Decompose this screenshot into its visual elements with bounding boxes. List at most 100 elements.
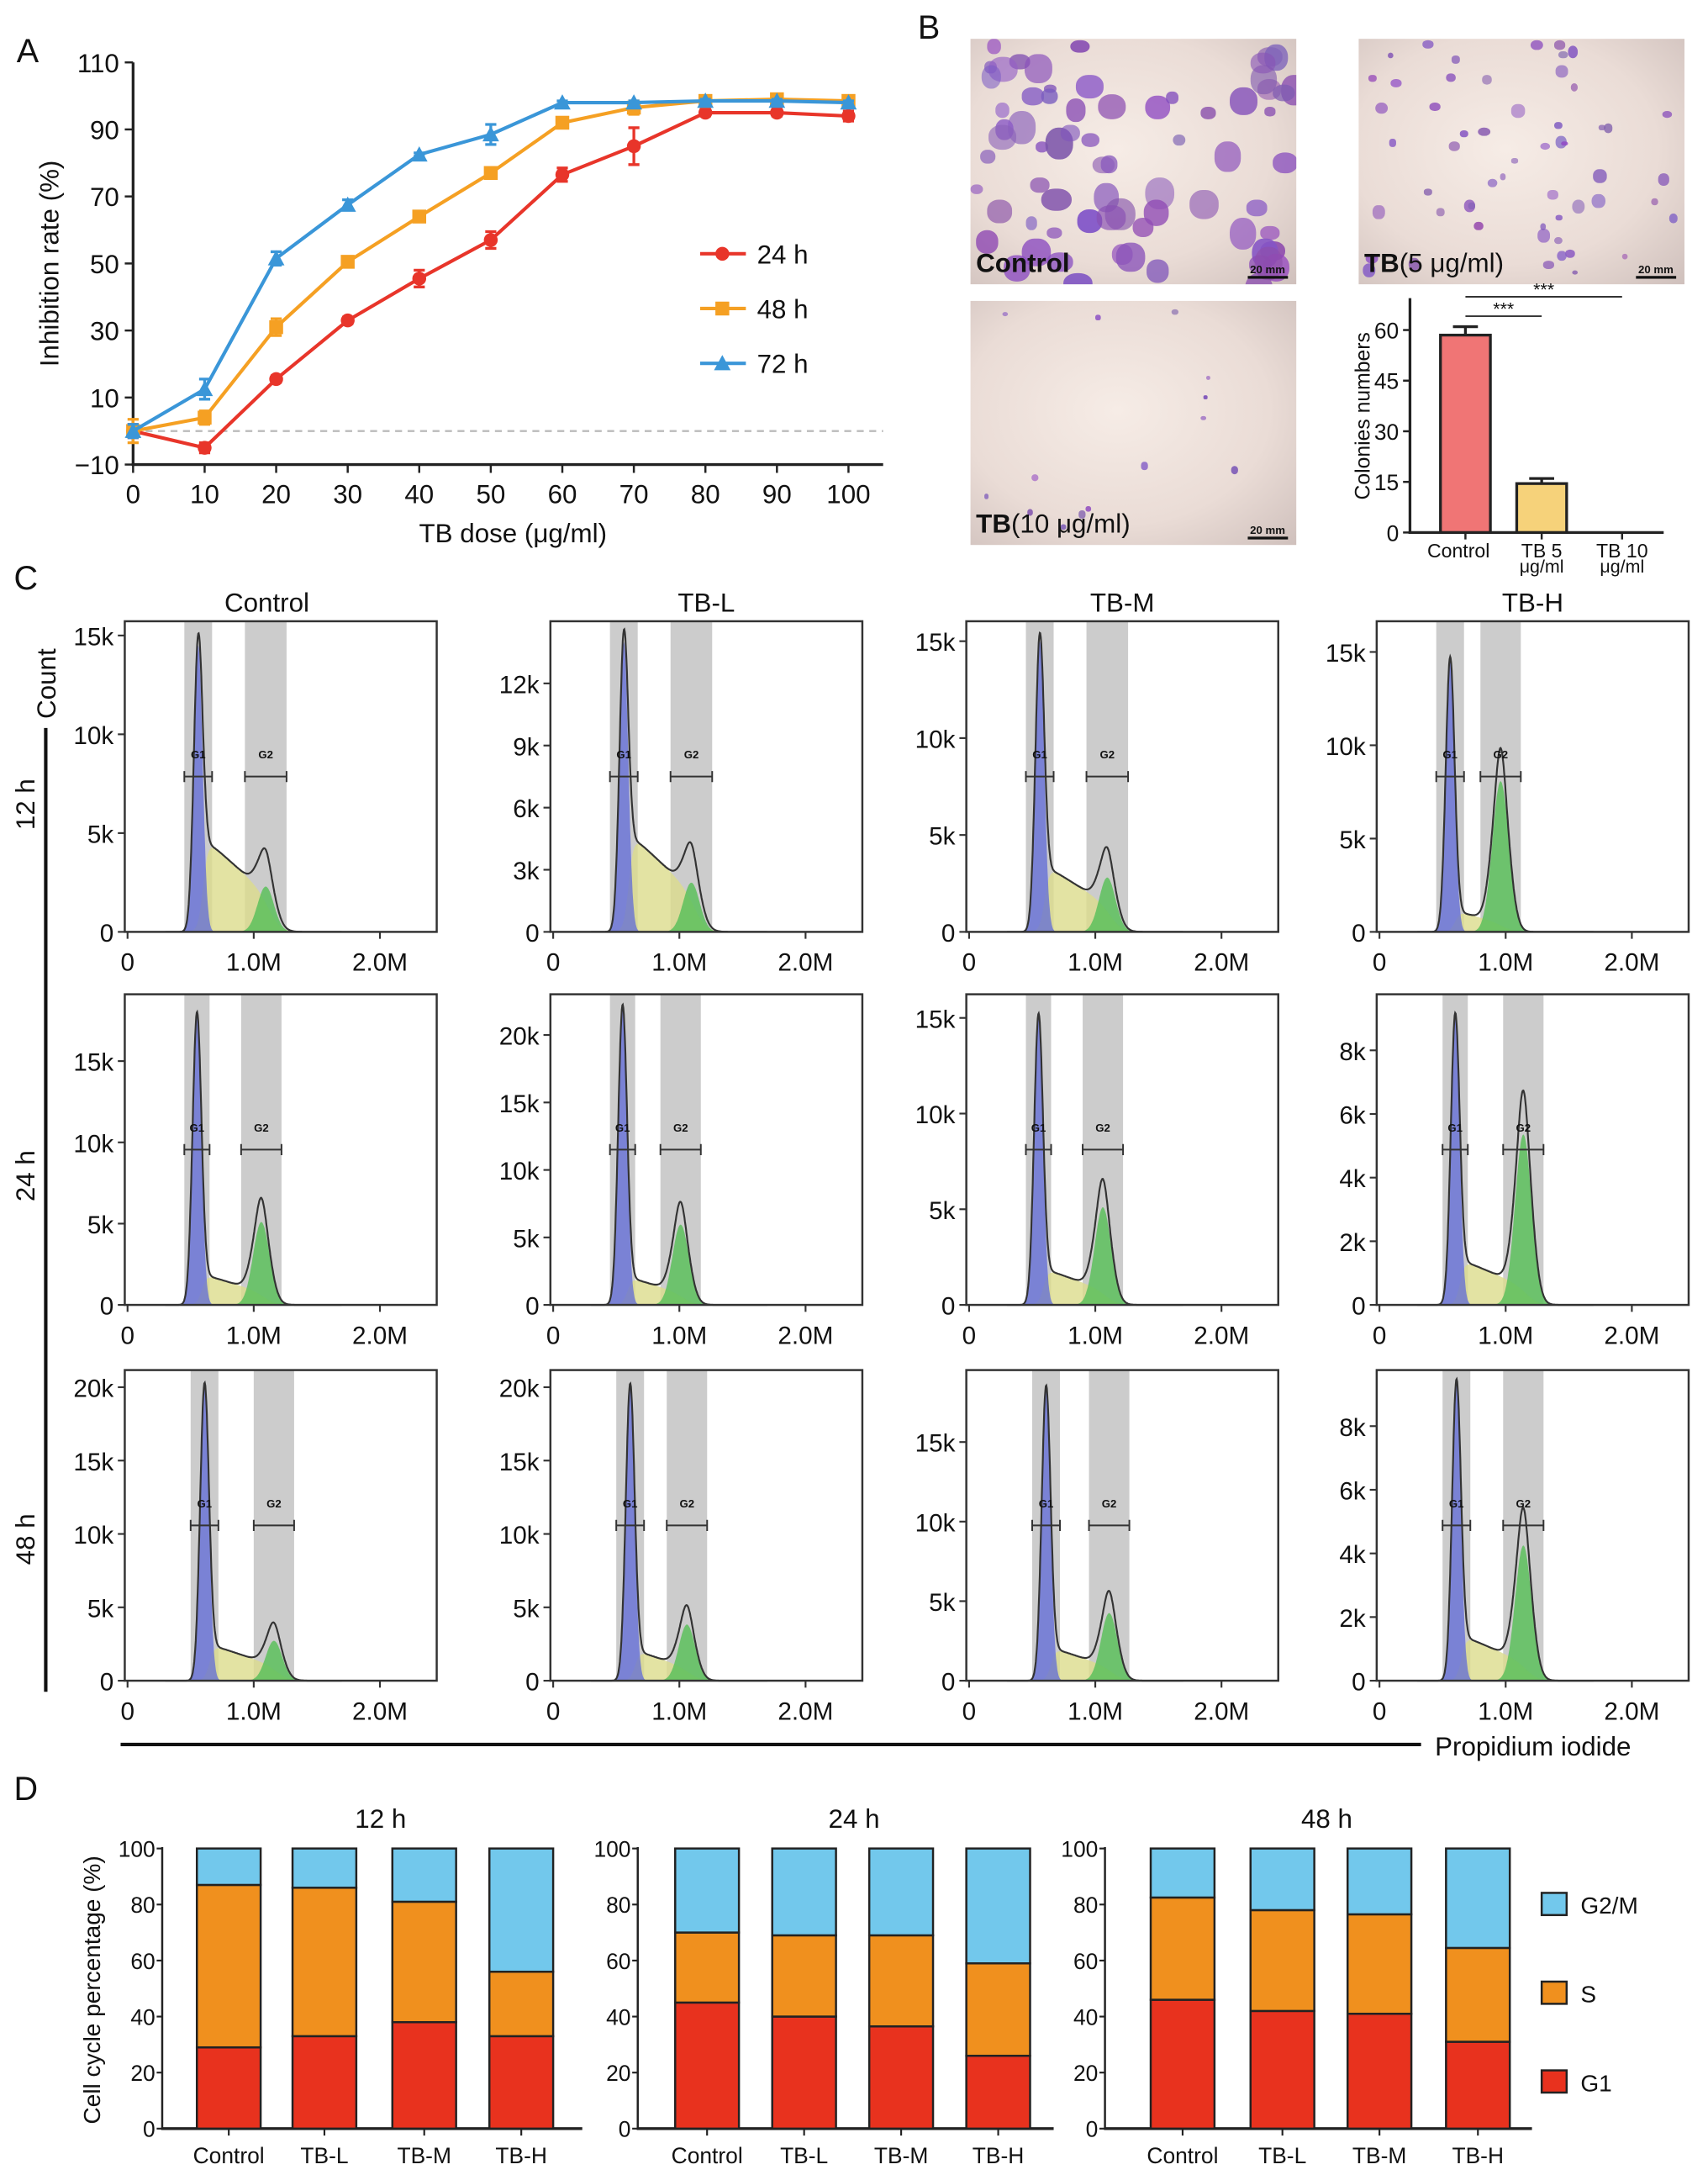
colony xyxy=(1568,45,1579,59)
bar-segment-G2M xyxy=(771,1847,837,1937)
bar-segment-S xyxy=(965,1962,1031,2057)
error-bar xyxy=(1529,477,1554,484)
colony xyxy=(1070,40,1090,54)
colony xyxy=(1537,229,1550,243)
x-tick-label: TB-M xyxy=(874,2143,928,2168)
micrograph-label: TB(5 μg/ml) xyxy=(1364,249,1505,279)
data-point xyxy=(483,166,498,181)
colony xyxy=(1561,141,1568,146)
x-tick-label: μg/ml xyxy=(1520,557,1564,577)
colony xyxy=(1025,216,1038,230)
x-tick-label: 2.0M xyxy=(778,1322,833,1349)
bar-segment-G1 xyxy=(195,2046,262,2130)
colony xyxy=(1478,126,1491,137)
row-label: 12 h xyxy=(11,779,40,830)
colony xyxy=(1263,107,1276,116)
x-axis-label: Propidium iodide xyxy=(1435,1732,1631,1761)
gate-label: G2 xyxy=(684,748,699,761)
colony xyxy=(1272,152,1297,173)
x-tick-label: 2.0M xyxy=(778,949,833,977)
gate-label: G1 xyxy=(615,1122,630,1134)
x-tick-label: TB-M xyxy=(1352,2143,1406,2168)
bar-segment-G1 xyxy=(1149,1998,1216,2130)
series-line xyxy=(132,110,849,450)
series-line xyxy=(132,98,849,433)
g1-phase-area xyxy=(1405,1385,1607,1681)
x-tick-label: 1.0M xyxy=(1478,949,1533,977)
colony xyxy=(1041,187,1072,212)
data-point xyxy=(697,92,714,108)
gate-label: G1 xyxy=(1032,748,1047,761)
y-tick-label: 8k xyxy=(1339,1038,1366,1066)
colony xyxy=(979,149,995,165)
y-tick-label: 15k xyxy=(499,1449,540,1476)
gate-label: G2 xyxy=(254,1122,269,1134)
data-point xyxy=(269,372,283,387)
x-tick-label: 80 xyxy=(691,480,720,509)
colony xyxy=(1530,40,1543,51)
y-tick-label: 15k xyxy=(73,1449,113,1476)
gate-label: G1 xyxy=(198,1497,213,1510)
y-tick-label: 15k xyxy=(73,623,113,651)
colony xyxy=(1658,173,1670,186)
y-tick-label: 10k xyxy=(915,726,956,753)
data-point xyxy=(196,380,214,397)
bar-segment-G2M xyxy=(1149,1847,1216,1899)
data-point xyxy=(554,94,571,110)
legend-label: 48 h xyxy=(757,295,809,325)
colony xyxy=(980,65,1002,89)
gate-label: G1 xyxy=(1449,1497,1464,1510)
y-tick-label: 20 xyxy=(606,2061,630,2086)
significance-label: *** xyxy=(1533,279,1554,299)
colony xyxy=(1510,103,1525,118)
x-tick-label: 1.0M xyxy=(651,949,707,977)
x-tick-label: TB-M xyxy=(397,2143,451,2168)
gate-marker xyxy=(1435,771,1465,783)
colony xyxy=(1099,156,1119,173)
y-tick-label: 5k xyxy=(929,1589,956,1617)
bar-segment-S xyxy=(195,1883,262,2049)
x-tick-label: 40 xyxy=(404,480,434,509)
data-point xyxy=(698,105,713,120)
y-tick-label: 5k xyxy=(513,1595,540,1623)
bar xyxy=(1439,333,1492,535)
x-tick-label: 90 xyxy=(762,480,792,509)
x-tick-label: TB-H xyxy=(973,2143,1025,2168)
gate-label: G2 xyxy=(679,1497,694,1510)
y-tick-label: 20k xyxy=(73,1375,113,1403)
colony xyxy=(1389,139,1396,147)
colony xyxy=(1081,132,1100,147)
colony xyxy=(1554,121,1563,129)
gate-label: G2 xyxy=(1095,1122,1110,1134)
bar-segment-G1 xyxy=(1249,2009,1315,2130)
data-point xyxy=(198,410,212,425)
y-tick-label: 15k xyxy=(915,1006,956,1033)
colony xyxy=(1599,124,1605,131)
x-tick-label: 2.0M xyxy=(1604,1697,1659,1725)
colony xyxy=(975,230,999,254)
cell-cycle-stacked-bars xyxy=(156,1847,1568,2136)
column-title: TB-L xyxy=(677,588,735,617)
colony xyxy=(1429,103,1441,112)
colony xyxy=(1230,218,1257,251)
y-tick-label: 8k xyxy=(1339,1414,1366,1442)
colony xyxy=(1539,142,1551,150)
x-tick-label: 1.0M xyxy=(226,1697,282,1725)
y-tick-label: 40 xyxy=(130,2004,155,2030)
y-tick-label: 5k xyxy=(1339,826,1366,854)
x-tick-label: Control xyxy=(672,2143,743,2168)
bar-segment-G2M xyxy=(674,1847,741,1934)
y-tick-label: 100 xyxy=(119,1837,156,1862)
g2-phase-area xyxy=(994,1206,1197,1306)
colony xyxy=(1205,375,1211,380)
histogram-24h-TB-L xyxy=(543,993,864,1312)
x-tick-label: 0 xyxy=(546,1322,561,1349)
colony xyxy=(1021,87,1045,105)
x-tick-label: 1.0M xyxy=(226,949,282,977)
x-tick-label: 30 xyxy=(333,480,362,509)
y-tick-label: 45 xyxy=(1374,369,1399,394)
group-title: 12 h xyxy=(355,1804,406,1834)
x-tick-label: TB-L xyxy=(780,2143,828,2168)
s-phase-area xyxy=(1405,1639,1607,1681)
micrograph-control: Control 20 mm xyxy=(970,39,1297,285)
